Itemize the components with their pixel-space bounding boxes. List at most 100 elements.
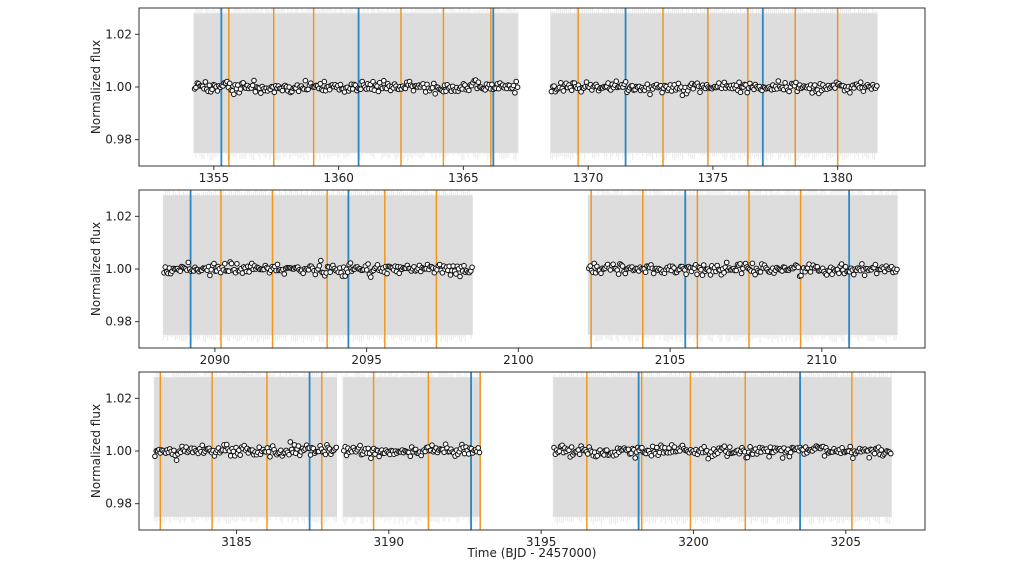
binned-flux-point: [795, 264, 802, 271]
binned-flux-point: [836, 270, 842, 277]
binned-flux-point: [647, 91, 653, 98]
binned-flux-point: [632, 455, 639, 461]
binned-flux-point: [228, 260, 235, 267]
binned-flux-point: [721, 269, 727, 276]
binned-flux-point: [202, 79, 209, 85]
binned-flux-point: [234, 261, 240, 267]
binned-flux-point: [701, 443, 707, 450]
binned-flux-point: [683, 271, 689, 278]
x-tick-label: 2110: [807, 353, 838, 367]
binned-flux-point: [368, 274, 374, 280]
binned-flux-point: [321, 78, 328, 85]
binned-flux-point: [888, 450, 894, 457]
binned-flux-point: [171, 447, 177, 454]
binned-flux-point: [271, 89, 278, 96]
binned-flux-point: [222, 260, 228, 267]
binned-flux-point: [251, 77, 257, 84]
binned-flux-point: [697, 89, 703, 95]
binned-flux-point: [568, 87, 575, 94]
binned-flux-point: [514, 84, 521, 90]
binned-flux-point: [333, 444, 340, 451]
binned-flux-point: [410, 87, 417, 94]
binned-flux-point: [396, 270, 403, 277]
binned-flux-point: [475, 79, 482, 85]
y-tick-label: 1.02: [105, 27, 132, 41]
binned-flux-point: [246, 269, 252, 275]
y-axis-label: Normalized flux: [89, 222, 103, 316]
binned-flux-point: [407, 453, 414, 460]
binned-flux-point: [744, 89, 751, 96]
binned-flux-point: [775, 78, 782, 84]
binned-flux-point: [281, 271, 288, 277]
binned-flux-point: [327, 269, 334, 276]
binned-flux-point: [185, 259, 192, 266]
binned-flux-point: [489, 81, 495, 88]
panel-2: 2090 2095 2100 2105 2110 0.98 1.00 1.02Normaliz…: [89, 189, 926, 367]
binned-flux-point: [226, 80, 233, 87]
panel-1: 1355 1360 1365 1370 1375 1380 0.98 1.00 1.02Norm…: [89, 7, 926, 185]
binned-flux-point: [240, 80, 246, 86]
binned-flux-point: [363, 267, 370, 273]
binned-flux-point: [432, 91, 439, 97]
binned-flux-point: [871, 450, 878, 457]
binned-flux-point: [375, 88, 382, 95]
x-tick-label: 1355: [199, 171, 230, 185]
binned-flux-point: [258, 90, 264, 96]
binned-flux-point: [604, 447, 610, 453]
binned-flux-point: [615, 271, 622, 277]
binned-flux-point: [738, 270, 745, 277]
binned-flux-point: [347, 260, 354, 266]
binned-flux-point: [874, 83, 880, 89]
binned-flux-point: [650, 270, 657, 277]
binned-flux-point: [152, 453, 158, 460]
binned-flux-point: [872, 261, 879, 268]
x-tick-label: 3195: [526, 535, 557, 549]
binned-flux-point: [598, 270, 604, 277]
binned-flux-point: [568, 444, 575, 450]
binned-flux-point: [402, 85, 409, 92]
binned-flux-point: [267, 454, 273, 460]
binned-flux-point: [318, 257, 324, 264]
binned-flux-point: [850, 455, 856, 462]
binned-flux-point: [231, 91, 237, 98]
binned-flux-point: [453, 271, 459, 277]
binned-flux-point: [429, 442, 435, 449]
binned-flux-point: [560, 88, 567, 94]
binned-flux-point: [812, 82, 818, 88]
binned-flux-point: [622, 79, 629, 85]
binned-flux-point: [199, 442, 206, 449]
binned-flux-point: [287, 439, 294, 445]
binned-flux-point: [376, 453, 382, 460]
binned-flux-point: [829, 271, 835, 278]
x-tick-label: 3205: [831, 535, 862, 549]
binned-flux-point: [842, 263, 849, 270]
binned-flux-point: [365, 445, 372, 452]
binned-flux-point: [302, 77, 309, 84]
binned-flux-point: [551, 83, 557, 89]
y-axis-label: Normalized flux: [89, 40, 103, 134]
binned-flux-point: [766, 453, 772, 460]
binned-flux-point: [211, 260, 217, 267]
binned-flux-point: [757, 269, 764, 275]
x-tick-label: 2105: [655, 353, 686, 367]
binned-flux-point: [613, 78, 620, 84]
binned-flux-point: [295, 88, 302, 95]
binned-flux-point: [832, 85, 838, 91]
binned-flux-point: [256, 444, 263, 451]
binned-flux-point: [878, 447, 885, 453]
x-tick-label: 3200: [678, 535, 709, 549]
x-axis-label: Time (BJD - 2457000): [467, 546, 597, 560]
binned-flux-point: [700, 262, 707, 268]
binned-flux-point: [365, 261, 371, 267]
binned-flux-point: [457, 273, 463, 280]
y-tick-label: 0.98: [105, 497, 132, 511]
binned-flux-point: [847, 443, 854, 450]
binned-flux-point: [894, 266, 900, 273]
plot-area: [191, 8, 880, 166]
x-tick-label: 2100: [503, 353, 534, 367]
binned-flux-point: [466, 87, 472, 94]
binned-flux-point: [654, 444, 660, 451]
binned-flux-point: [214, 88, 221, 94]
binned-flux-point: [659, 89, 665, 96]
